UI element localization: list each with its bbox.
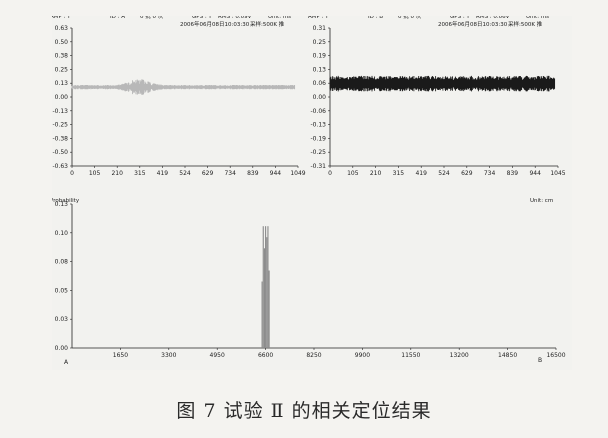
y-tick-label: 0.19 (313, 53, 327, 60)
unit-label: Unit: ms (526, 16, 549, 20)
x-tick-label: 839 (507, 170, 519, 177)
y-tick-label: 0.31 (313, 25, 327, 32)
y-tick-label: 0.00 (313, 94, 327, 101)
probability-bar (262, 226, 264, 348)
probability-bar (265, 226, 267, 348)
sensor-b-label: B (538, 357, 542, 364)
x-tick-label: 734 (224, 170, 236, 177)
unit-label: Unit: ms (268, 16, 291, 20)
unit-label: Unit: cm (530, 198, 553, 204)
x-tick-label: 14850 (498, 352, 517, 359)
sample-rate-label: 采样:500K 推 (508, 20, 543, 28)
figure-panel: AMP : Y ID : A 0 批 0 次 GPS : Y RMS : 0.09V Un… (52, 16, 572, 370)
count-label: 0 批 0 次 (398, 16, 422, 20)
x-tick-label: 9900 (355, 352, 370, 359)
y-tick-label: -0.63 (52, 163, 68, 170)
probability-bar (268, 270, 270, 348)
x-tick-label: 524 (438, 170, 450, 177)
probability-bar (267, 226, 269, 348)
x-tick-label: 16500 (546, 352, 565, 359)
channel-id-label: ID : A (110, 16, 125, 20)
y-tick-label: 0.63 (55, 25, 69, 32)
y-tick-label: -0.25 (310, 149, 326, 156)
x-tick-label: 0 (328, 170, 332, 177)
channel-id-label: ID : B (368, 16, 383, 20)
x-tick-label: 6600 (258, 352, 273, 359)
x-tick-label: 210 (370, 170, 382, 177)
x-tick-label: 1650 (113, 352, 128, 359)
y-tick-label: 0.13 (313, 66, 327, 73)
x-tick-label: 11550 (401, 352, 420, 359)
x-tick-label: 4950 (210, 352, 225, 359)
y-tick-label: -0.13 (52, 108, 68, 115)
x-tick-label: 944 (270, 170, 282, 177)
x-tick-label: 1045 (550, 170, 565, 177)
probability-bar (261, 281, 263, 348)
x-tick-label: 629 (202, 170, 214, 177)
channel-a-waveform-chart: AMP : Y ID : A 0 批 0 次 GPS : Y RMS : 0.09V Un… (52, 16, 306, 177)
x-tick-label: 105 (347, 170, 359, 177)
waveform-series (329, 75, 556, 92)
channel-b-waveform-chart: AMP : Y ID : B 0 批 0 次 GPS : Y RMS : 0.06V Un… (308, 16, 566, 177)
x-tick-label: 419 (157, 170, 169, 177)
count-label: 0 批 0 次 (140, 16, 164, 20)
sample-rate-label: 采样:500K 推 (250, 20, 285, 28)
x-tick-label: 524 (179, 170, 191, 177)
waveform-series (71, 79, 296, 95)
x-tick-label: 839 (247, 170, 259, 177)
x-tick-label: 315 (393, 170, 405, 177)
y-tick-label: -0.38 (52, 135, 68, 142)
y-tick-label: -0.19 (310, 135, 326, 142)
y-tick-label: 0.03 (55, 316, 69, 323)
rms-label: RMS : 0.06V (476, 16, 510, 20)
correlation-figure: AMP : Y ID : A 0 批 0 次 GPS : Y RMS : 0.09V Un… (52, 16, 566, 366)
probability-title: Probability (52, 198, 80, 204)
probability-bar (263, 248, 265, 348)
x-tick-label: 944 (529, 170, 541, 177)
y-tick-label: 0.10 (55, 230, 69, 237)
gps-label: GPS : Y (192, 16, 212, 20)
gps-label: GPS : Y (450, 16, 470, 20)
y-tick-label: 0.05 (55, 287, 69, 294)
y-tick-label: 0.50 (55, 39, 69, 46)
x-tick-label: 419 (415, 170, 427, 177)
datetime-label: 2006年06月08日10:03:30 (438, 20, 508, 28)
x-tick-label: 13200 (450, 352, 469, 359)
y-tick-label: 0.00 (55, 345, 69, 352)
probability-bar (266, 237, 268, 348)
x-tick-label: 629 (461, 170, 473, 177)
y-tick-label: -0.06 (310, 108, 326, 115)
x-tick-label: 8250 (306, 352, 321, 359)
figure-caption: 图 7 试验 Ⅱ 的相关定位结果 (176, 400, 432, 422)
x-tick-label: 315 (134, 170, 146, 177)
x-tick-label: 734 (484, 170, 496, 177)
x-tick-label: 105 (89, 170, 101, 177)
y-tick-label: 0.25 (55, 66, 69, 73)
y-tick-label: -0.31 (310, 163, 326, 170)
sensor-a-label: A (64, 359, 69, 366)
y-tick-label: -0.25 (52, 122, 68, 129)
x-tick-label: 0 (70, 170, 74, 177)
x-tick-label: 1049 (290, 170, 305, 177)
location-probability-chart: Probability Unit: cm 0.13 0.10 0.08 0.05 0.03 0… (52, 198, 566, 366)
y-tick-label: 0.06 (313, 80, 327, 87)
y-tick-label: -0.13 (310, 122, 326, 129)
y-tick-label: 0.08 (55, 259, 69, 266)
y-tick-label: 0.13 (55, 80, 69, 87)
x-tick-label: 210 (111, 170, 123, 177)
y-tick-label: -0.50 (52, 149, 68, 156)
y-tick-label: 0.00 (55, 94, 69, 101)
x-tick-label: 3300 (161, 352, 176, 359)
y-tick-label: 0.38 (55, 53, 69, 60)
amp-label: AMP : Y (52, 16, 71, 20)
y-tick-label: 0.25 (313, 39, 327, 46)
y-tick-label: 0.13 (55, 201, 69, 208)
datetime-label: 2006年06月08日10:03:30 (180, 20, 250, 28)
amp-label: AMP : Y (308, 16, 329, 20)
rms-label: RMS : 0.09V (218, 16, 252, 20)
